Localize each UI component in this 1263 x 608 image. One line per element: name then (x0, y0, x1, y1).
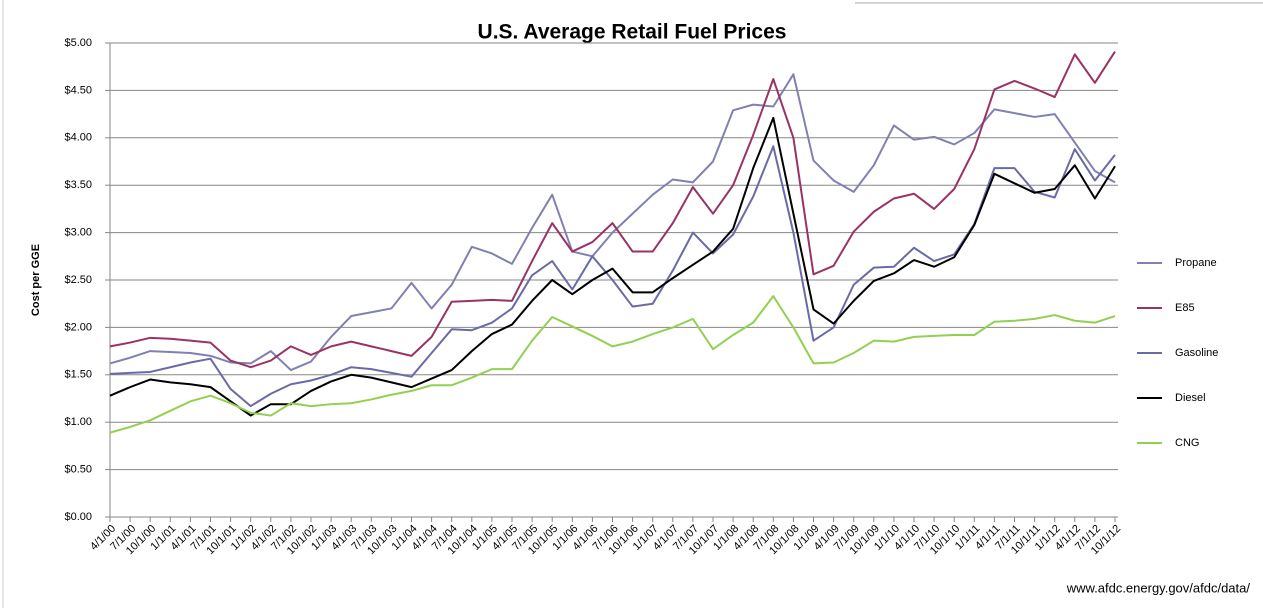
series-line (109, 73, 1116, 372)
legend-label: E85 (1175, 302, 1195, 314)
series-line (109, 116, 1116, 417)
legend-label: Propane (1175, 257, 1217, 269)
legend-label: Diesel (1175, 392, 1206, 404)
series-line (109, 50, 1116, 369)
series-line (109, 145, 1116, 408)
y-tick-label: $0.00 (64, 511, 92, 523)
y-tick-label: $2.50 (64, 274, 92, 286)
y-tick-label: $1.50 (64, 369, 92, 381)
y-axis-label: Cost per GGE (30, 244, 42, 316)
y-tick-label: $5.00 (64, 37, 92, 49)
y-tick-label: $1.00 (64, 416, 92, 428)
y-tick-label: $3.50 (64, 179, 92, 191)
y-tick-label: $4.00 (64, 132, 92, 144)
source-note: www.afdc.energy.gov/afdc/data/ (1066, 580, 1251, 595)
y-tick-label: $4.50 (64, 84, 92, 96)
y-tick-label: $2.00 (64, 321, 92, 333)
legend-label: Gasoline (1175, 347, 1218, 359)
y-tick-label: $3.00 (64, 227, 92, 239)
legend-label: CNG (1175, 437, 1199, 449)
series-line (109, 295, 1116, 434)
chart-title: U.S. Average Retail Fuel Prices (478, 21, 787, 44)
y-tick-label: $0.50 (64, 464, 92, 476)
